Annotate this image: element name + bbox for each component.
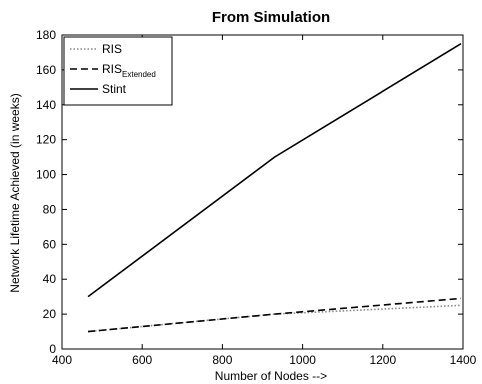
- y-axis-label: Network Lifetime Achieved (in weeks): [8, 93, 22, 292]
- y-tick-label: 20: [43, 307, 57, 321]
- y-tick-label: 0: [49, 342, 56, 356]
- legend-label: RISExtended: [102, 62, 156, 79]
- y-tick-label: 80: [43, 202, 57, 216]
- x-tick-label: 1400: [450, 353, 477, 367]
- plot-frame: [61, 34, 464, 350]
- series-line-dashed: [87, 297, 462, 333]
- x-axis-label: Number of Nodes -->: [215, 369, 327, 383]
- y-tick-label: 100: [36, 168, 56, 182]
- y-tick-label: 180: [36, 28, 56, 42]
- legend-label: Stint: [102, 82, 127, 96]
- y-tick-label: 140: [36, 98, 56, 112]
- x-tick-label: 800: [212, 353, 232, 367]
- chart-title: From Simulation: [212, 9, 330, 26]
- x-tick-label: 1200: [369, 353, 396, 367]
- series-line-solid: [87, 43, 462, 298]
- y-tick-label: 60: [43, 237, 57, 251]
- y-tick-label: 120: [36, 133, 56, 147]
- x-tick-label: 1000: [289, 353, 316, 367]
- y-tick-label: 160: [36, 63, 56, 77]
- y-tick-label: 40: [43, 272, 57, 286]
- x-tick-label: 400: [52, 353, 72, 367]
- x-tick-label: 600: [132, 353, 152, 367]
- plot-area: 400 600 800 1000 1200 1400 0 20 40 60 80 100 120 140 1…: [36, 28, 477, 367]
- legend-label: RIS: [102, 42, 122, 56]
- legend: RIS RISExtended Stint: [63, 36, 173, 106]
- series-line-dotted: [87, 304, 462, 333]
